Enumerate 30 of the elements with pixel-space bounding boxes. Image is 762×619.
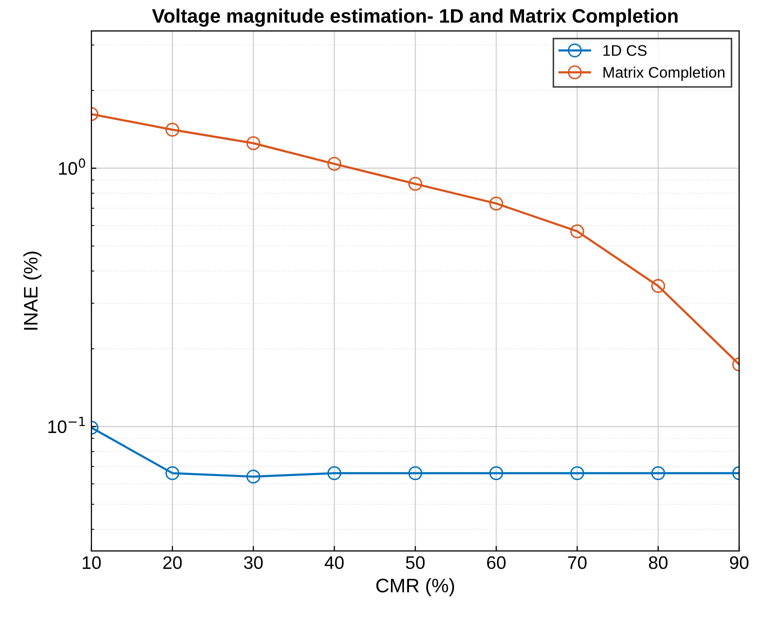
point: [570, 224, 584, 238]
point: [489, 466, 504, 480]
point: [165, 466, 180, 480]
x-tick-label: 10: [82, 556, 101, 570]
point: [489, 196, 504, 210]
x-tick-label: 80: [648, 556, 668, 570]
x-axis-title: CMR (%): [376, 578, 454, 596]
point: [327, 466, 342, 480]
x-tick-label: 20: [163, 556, 182, 570]
point: [651, 279, 666, 293]
legend-label: 1D CS: [603, 45, 647, 56]
point: [165, 122, 180, 137]
x-tick-label: 90: [730, 556, 748, 570]
point: [327, 156, 342, 171]
point: [408, 176, 422, 191]
point: [246, 470, 260, 484]
point: [408, 466, 422, 480]
x-tick-label: 50: [406, 556, 425, 570]
y-tick-label: 10$^{−1}$: [48, 416, 85, 434]
point: [246, 136, 260, 150]
x-tick-label: 30: [244, 556, 263, 570]
point: [570, 466, 584, 480]
y-tick-label: 10$^{0}$: [59, 158, 86, 175]
x-tick-label: 60: [487, 556, 506, 570]
point: [651, 466, 666, 480]
chart-title: Voltage magnitude estimation- 1D and Matrix Completion: [152, 8, 678, 27]
y-axis-title: INAE (%): [23, 252, 42, 330]
legend-label: Matrix Completion: [604, 66, 724, 81]
x-tick-label: 70: [568, 556, 587, 570]
x-tick-label: 40: [324, 556, 344, 570]
